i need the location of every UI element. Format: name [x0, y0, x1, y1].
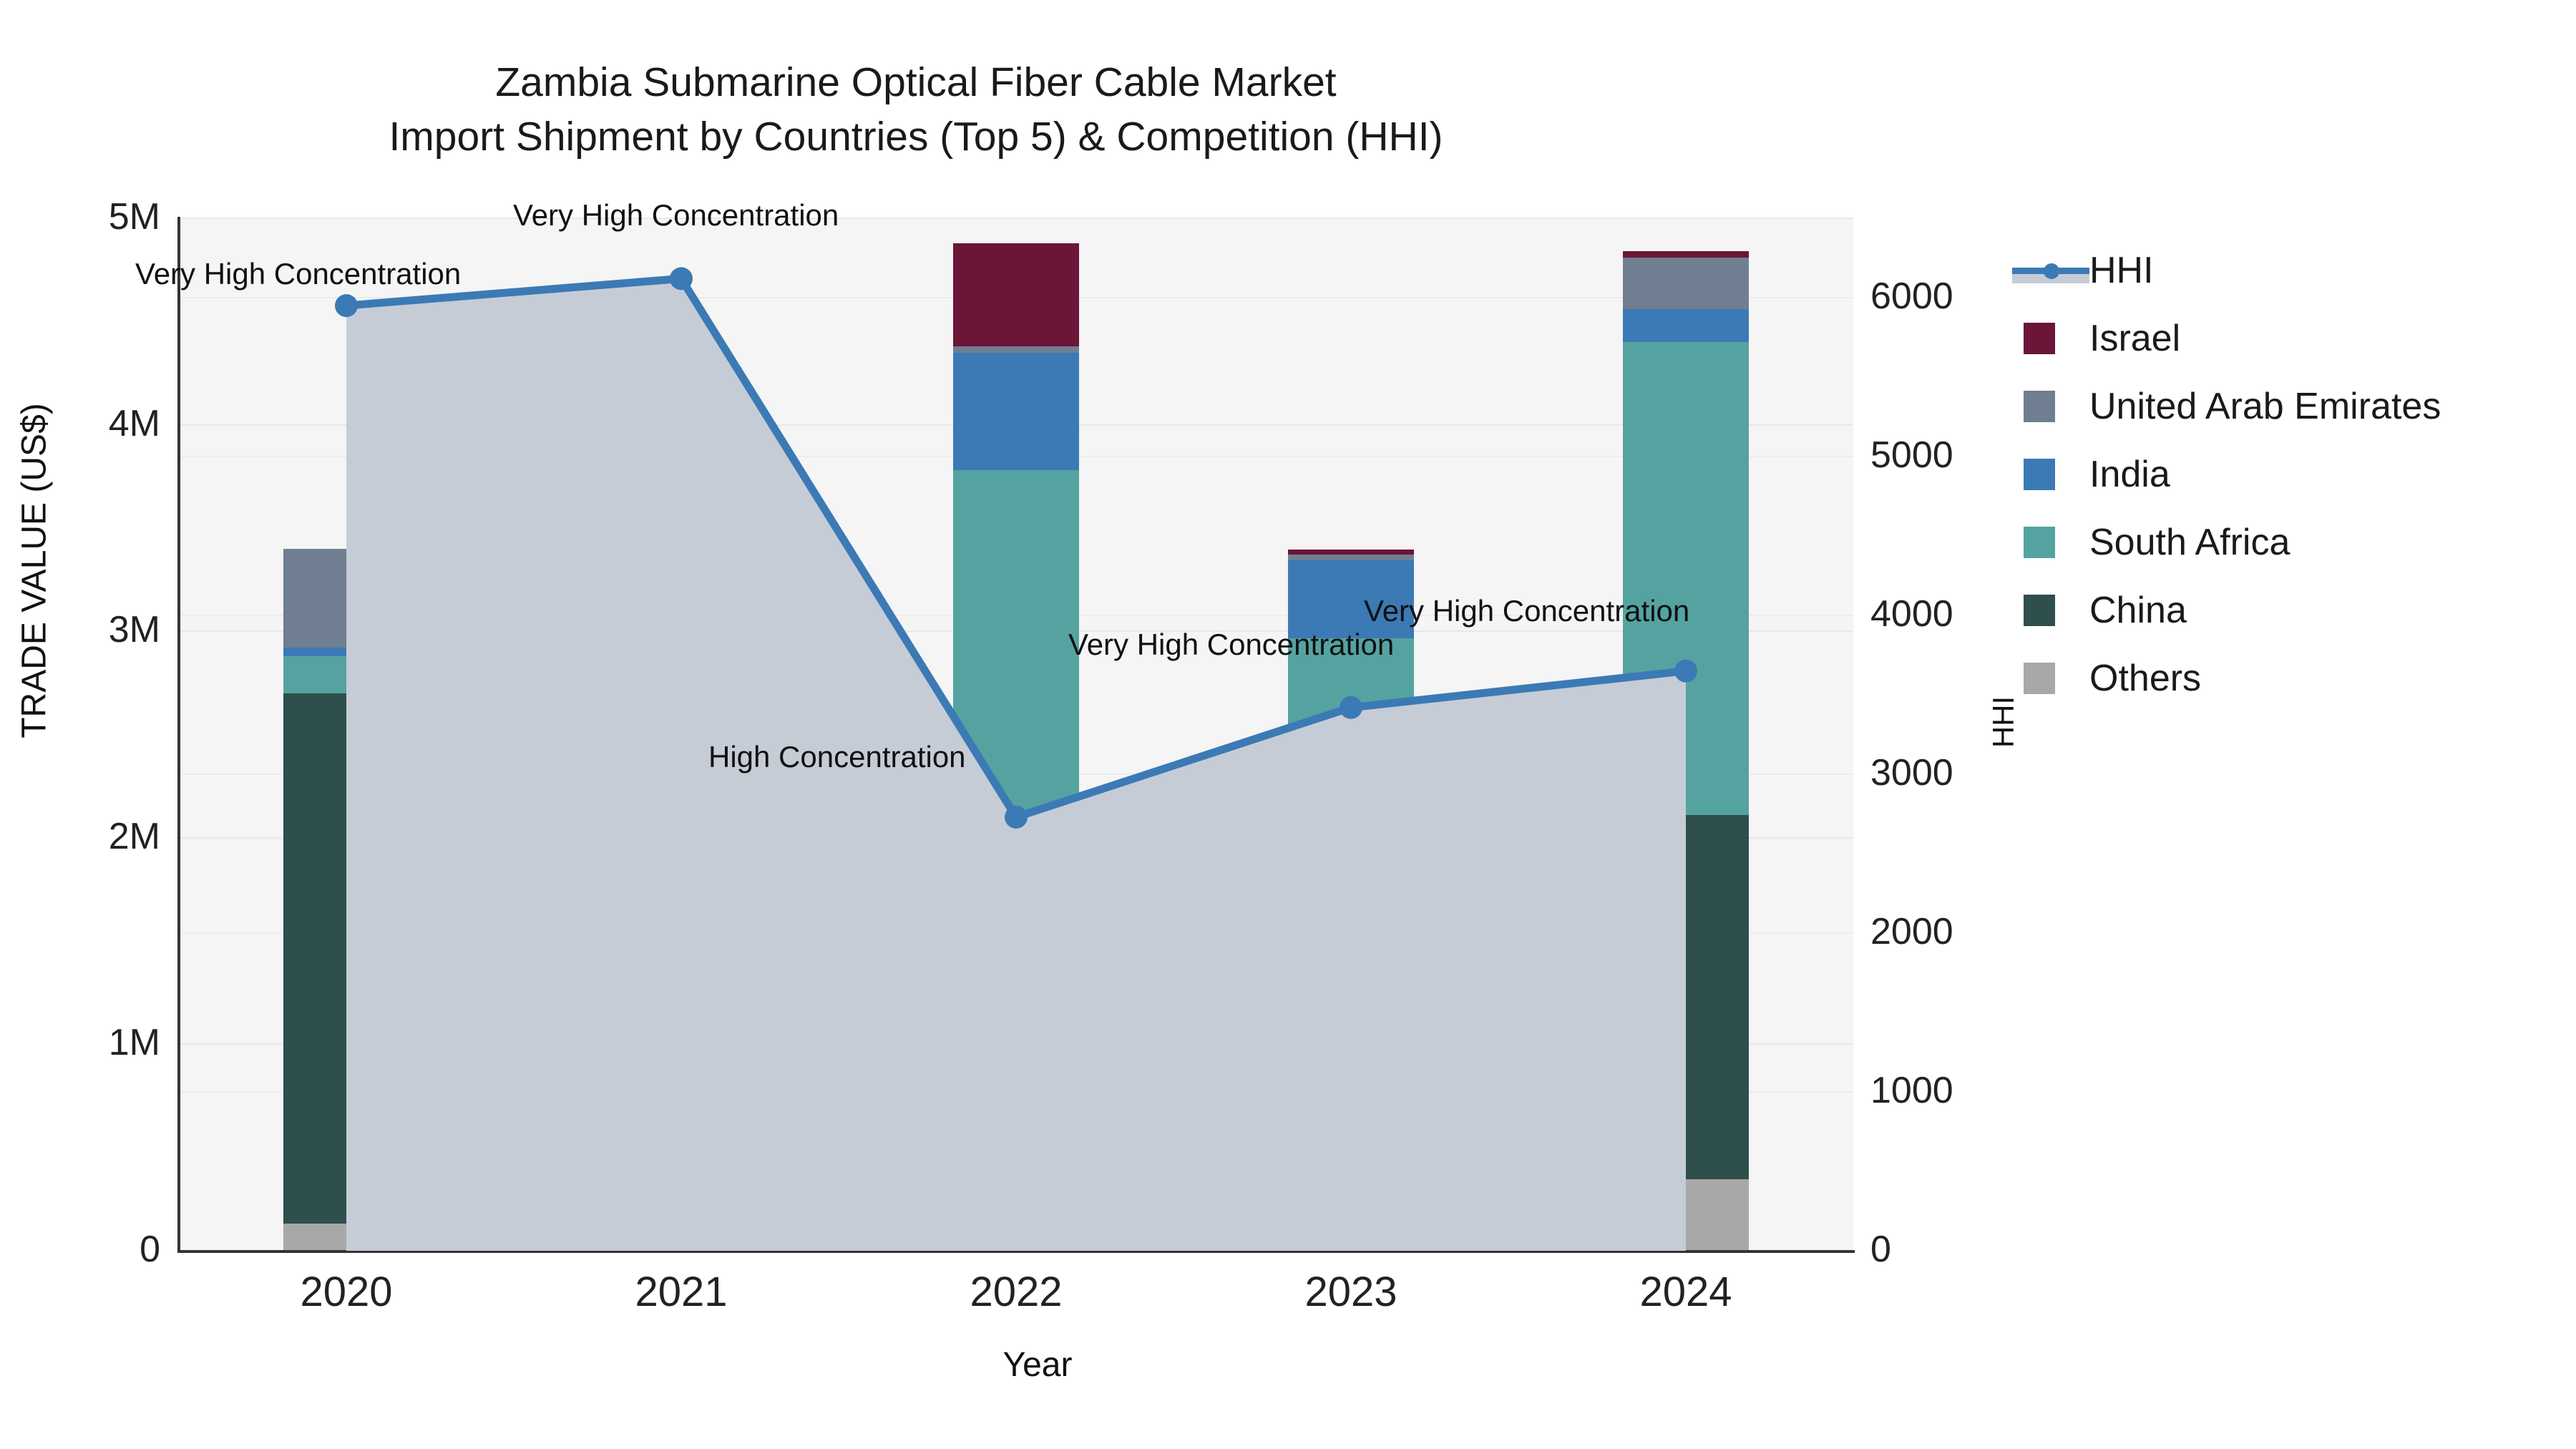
bar-segment[interactable] — [1623, 251, 1749, 258]
legend-item-label: HHI — [2089, 249, 2154, 291]
legend-color-swatch — [2024, 594, 2055, 626]
y-axis-right-tick-label: 4000 — [1870, 593, 1953, 635]
legend-item-label: Others — [2089, 657, 2202, 699]
y-axis-right-tick-label: 0 — [1870, 1229, 1891, 1270]
legend-swatch-wrap — [2012, 662, 2089, 694]
legend-item[interactable]: India — [2012, 440, 2556, 508]
bar-segment[interactable] — [1288, 876, 1414, 1199]
y-axis-left-tick-label: 3M — [108, 609, 160, 651]
bar-segment[interactable] — [953, 1163, 1079, 1251]
legend-swatch-wrap — [2012, 526, 2089, 558]
bar-segment[interactable] — [618, 1214, 744, 1251]
x-axis-tick-label: 2024 — [1639, 1269, 1732, 1315]
legend-item-label: United Arab Emirates — [2089, 385, 2441, 427]
bar-segment[interactable] — [953, 883, 1079, 1164]
y-axis-left-tick-label: 1M — [108, 1022, 160, 1064]
chart-title-line2: Import Shipment by Countries (Top 5) & C… — [389, 113, 1443, 160]
legend-item-label: India — [2089, 453, 2170, 495]
legend-item[interactable]: Others — [2012, 644, 2556, 712]
bar-segment[interactable] — [1288, 638, 1414, 877]
x-axis-tick-label: 2022 — [970, 1269, 1063, 1315]
x-axis-line — [177, 1250, 1855, 1253]
y-axis-right-tick-label: 2000 — [1870, 911, 1953, 952]
bar-segment[interactable] — [618, 590, 744, 1214]
bar-segment[interactable] — [953, 346, 1079, 353]
legend-swatch-wrap — [2012, 458, 2089, 490]
bar-segment[interactable] — [1288, 550, 1414, 555]
y-axis-right-tick-label: 6000 — [1870, 275, 1953, 317]
legend-swatch-wrap — [2012, 322, 2089, 354]
legend-item[interactable]: HHI — [2012, 236, 2556, 304]
y-axis-left-title: TRADE VALUE (US$) — [15, 403, 54, 738]
bar-segment[interactable] — [1623, 308, 1749, 343]
legend-item-label: China — [2089, 589, 2187, 631]
hhi-annotation-label: High Concentration — [708, 739, 966, 774]
legend-color-swatch — [2024, 322, 2055, 354]
bar-segment[interactable] — [618, 438, 744, 476]
hhi-annotation-label: Very High Concentration — [513, 198, 839, 233]
bar-segment[interactable] — [1288, 555, 1414, 560]
x-axis-tick-label: 2020 — [300, 1269, 393, 1315]
legend-color-swatch — [2024, 526, 2055, 558]
legend-color-swatch — [2024, 390, 2055, 422]
bar-segment[interactable] — [1623, 342, 1749, 816]
y-axis-right-tick-label: 1000 — [1870, 1070, 1953, 1111]
x-axis-tick-label: 2023 — [1304, 1269, 1397, 1315]
x-axis-tick-label: 2021 — [635, 1269, 728, 1315]
bar-segment[interactable] — [1623, 815, 1749, 1180]
bar-segment[interactable] — [1623, 257, 1749, 309]
legend-item[interactable]: United Arab Emirates — [2012, 372, 2556, 440]
bar-segment[interactable] — [283, 655, 409, 693]
y-axis-right-tick-label: 3000 — [1870, 752, 1953, 794]
legend-swatch-wrap — [2012, 390, 2089, 422]
legend-color-swatch — [2024, 458, 2055, 490]
gridline — [179, 218, 1853, 219]
chart-title-line1: Zambia Submarine Optical Fiber Cable Mar… — [495, 59, 1337, 105]
bar-segment[interactable] — [1288, 1198, 1414, 1251]
plot-area — [179, 218, 1853, 1252]
bar-segment[interactable] — [283, 1224, 409, 1251]
legend-item[interactable]: China — [2012, 576, 2556, 644]
legend-item[interactable]: Israel — [2012, 304, 2556, 372]
hhi-annotation-label: Very High Concentration — [1068, 627, 1395, 661]
bar-segment[interactable] — [953, 352, 1079, 471]
legend-item[interactable]: South Africa — [2012, 508, 2556, 576]
y-axis-left-tick-label: 5M — [108, 196, 160, 238]
y-axis-left-tick-label: 4M — [108, 402, 160, 444]
y-axis-left-tick-label: 0 — [140, 1229, 160, 1270]
y-axis-left-tick-label: 2M — [108, 815, 160, 857]
y-axis-right-tick-label: 5000 — [1870, 434, 1953, 476]
bar-segment[interactable] — [283, 648, 409, 656]
legend-item-label: South Africa — [2089, 521, 2290, 563]
bar-segment[interactable] — [953, 243, 1079, 346]
legend-item-label: Israel — [2089, 317, 2181, 359]
bar-segment[interactable] — [283, 693, 409, 1224]
legend: HHI Israel United Arab Emirates India South … — [2012, 236, 2556, 712]
hhi-annotation-label: Very High Concentration — [135, 257, 462, 291]
legend-color-swatch — [2024, 662, 2055, 694]
chart-title: Zambia Submarine Optical Fiber Cable Mar… — [0, 56, 1832, 165]
bar-segment[interactable] — [1623, 1179, 1749, 1251]
bar-segment[interactable] — [283, 548, 409, 648]
legend-line-marker — [2012, 255, 2089, 286]
x-axis-title: Year — [1002, 1346, 1073, 1384]
bar-segment[interactable] — [953, 470, 1079, 884]
bar-segment[interactable] — [618, 475, 744, 535]
y-axis-line — [177, 217, 180, 1253]
legend-swatch-wrap — [2012, 594, 2089, 626]
bar-segment[interactable] — [618, 534, 744, 590]
hhi-annotation-label: Very High Concentration — [1364, 593, 1690, 628]
